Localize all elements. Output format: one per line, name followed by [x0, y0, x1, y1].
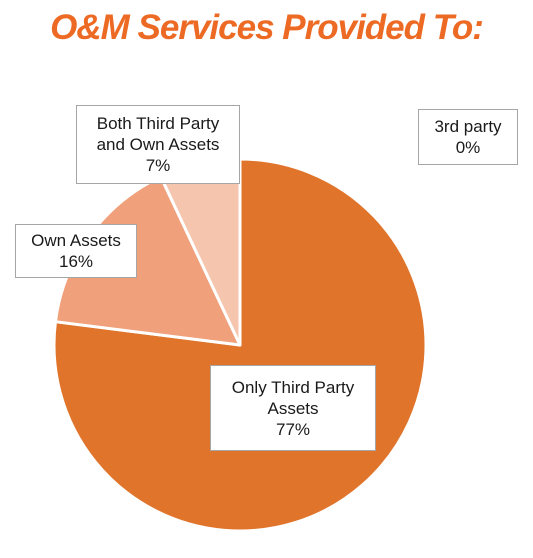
data-label-line: Both Third Party — [96, 114, 220, 133]
data-label-value: 7% — [145, 156, 171, 175]
chart-title: O&M Services Provided To: — [50, 8, 484, 47]
data-label-value: 16% — [58, 252, 94, 271]
data-label-line: 3rd party — [434, 117, 502, 136]
data-label-own-assets: Own Assets 16% — [15, 224, 137, 278]
data-label-line: Only Third Party — [231, 377, 355, 397]
data-label-line: and Own Assets — [96, 135, 220, 154]
data-label-value: 77% — [275, 419, 311, 439]
pie-slices — [52, 157, 428, 533]
data-label-3rd-party: 3rd party 0% — [418, 109, 518, 165]
data-label-value: 0% — [455, 138, 481, 157]
data-label-line: Own Assets — [31, 231, 121, 250]
data-label-only-third-party: Only Third Party Assets 77% — [210, 365, 376, 451]
data-label-line: Assets — [267, 398, 319, 418]
data-label-both: Both Third Party and Own Assets 7% — [76, 105, 240, 184]
